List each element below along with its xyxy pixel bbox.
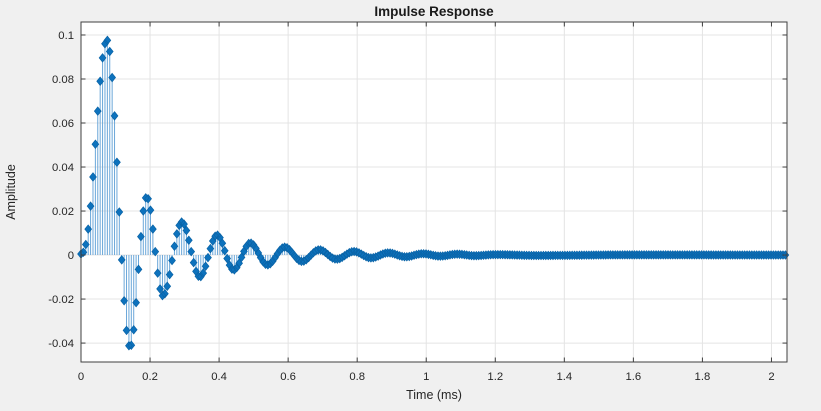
x-tick-label: 0 xyxy=(78,371,84,383)
x-tick-label: 0.2 xyxy=(142,371,158,383)
y-tick-label: 0.1 xyxy=(58,30,74,42)
y-tick-label: 0.04 xyxy=(52,162,74,174)
axes-box xyxy=(80,21,788,363)
x-tick-label: 0.8 xyxy=(349,371,365,383)
y-tick-label: -0.04 xyxy=(48,338,74,350)
y-tick-label: 0.02 xyxy=(52,206,74,218)
y-axis-label: Amplitude xyxy=(4,164,18,220)
x-tick-label: 1 xyxy=(423,371,429,383)
x-axis-label: Time (ms) xyxy=(406,388,462,402)
x-tick-label: 1.4 xyxy=(556,371,572,383)
y-tick-label: 0.08 xyxy=(52,74,74,86)
y-tick-label: 0.06 xyxy=(52,118,74,130)
plot-background xyxy=(81,22,787,362)
chart-title: Impulse Response xyxy=(374,4,494,19)
x-tick-label: 0.4 xyxy=(211,371,227,383)
y-tick-label: -0.02 xyxy=(48,294,74,306)
x-tick-label: 1.6 xyxy=(626,371,642,383)
x-tick-label: 2 xyxy=(768,371,774,383)
x-tick-label: 1.2 xyxy=(487,371,503,383)
y-tick-label: 0 xyxy=(68,250,74,262)
x-tick-label: 0.6 xyxy=(280,371,296,383)
x-tick-label: 1.8 xyxy=(695,371,711,383)
